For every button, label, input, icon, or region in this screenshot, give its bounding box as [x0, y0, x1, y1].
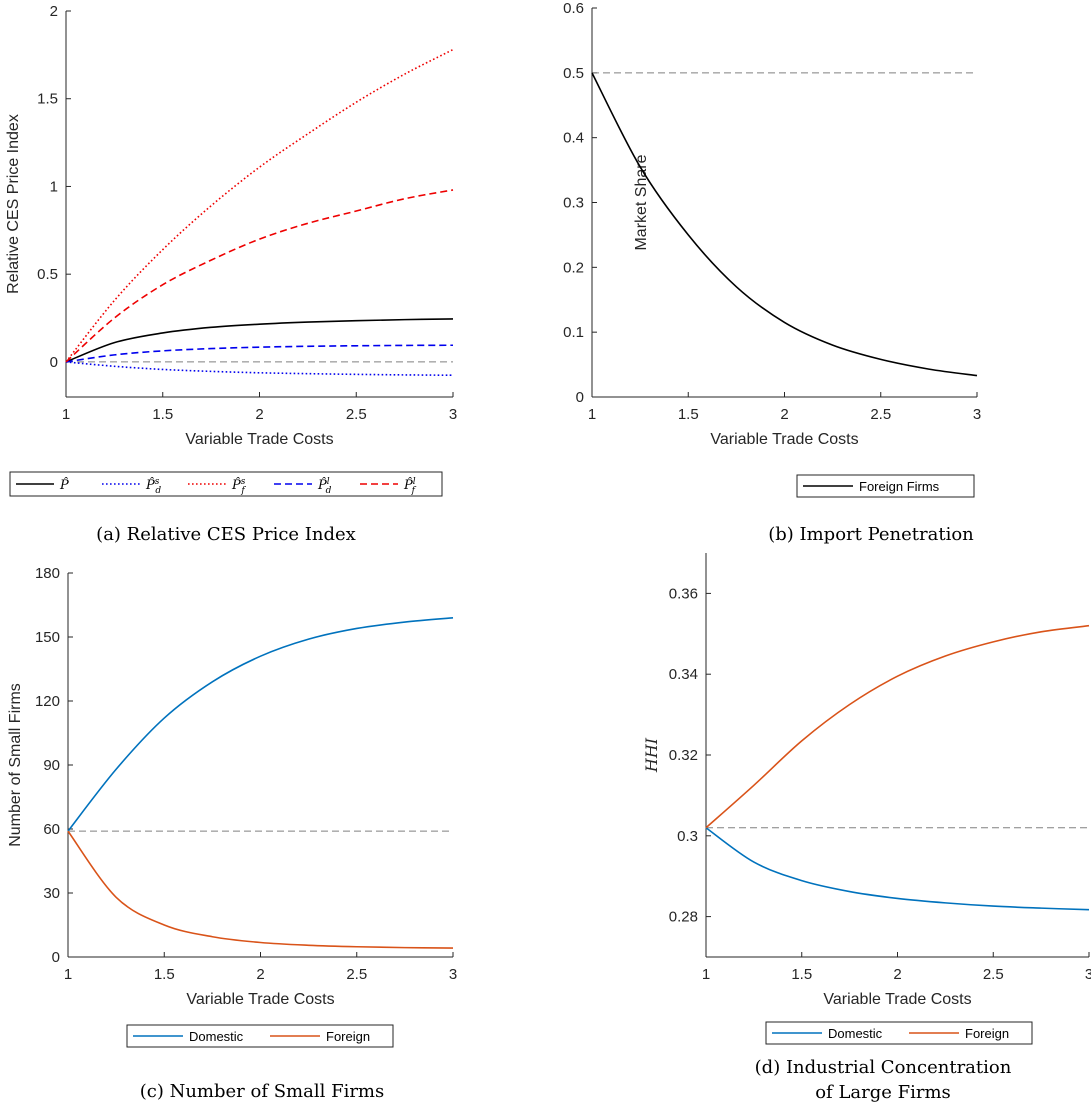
y-tick-label: 0.5 [37, 266, 58, 283]
y-axis-label: Number of Small Firms [7, 683, 24, 847]
x-axis-label: Variable Trade Costs [186, 991, 334, 1008]
x-tick-label: 2 [893, 966, 901, 983]
legend-label: Domestic [189, 1029, 244, 1044]
x-tick-label: 2 [256, 966, 264, 983]
x-tick-label: 1 [588, 406, 596, 423]
legend: Domestic Foreign [765, 1021, 1033, 1045]
y-tick-label: 0.6 [563, 0, 584, 17]
x-tick-label: 1.5 [152, 406, 173, 423]
legend-box [796, 474, 975, 498]
x-tick-label: 1.5 [154, 966, 175, 983]
series-line-domestic [67, 617, 454, 832]
x-tick-label: 1 [702, 966, 710, 983]
y-tick-label: 150 [35, 629, 60, 646]
panel-caption: (b) Import Penetration [768, 524, 974, 545]
legend: Foreign Firms [796, 474, 975, 498]
series-line-foreign [67, 830, 454, 949]
y-tick-label: 1.5 [37, 91, 58, 108]
x-tick-label: 2.5 [346, 406, 367, 423]
x-tick-label: 2.5 [870, 406, 891, 423]
y-tick-label: 0 [576, 389, 584, 406]
legend-label: P̂s d [145, 477, 161, 496]
panel-caption: (d) Industrial Concentration [755, 1057, 1012, 1078]
x-tick-label: 2.5 [983, 966, 1004, 983]
series-line-p-dl [65, 344, 454, 363]
legend-label: P̂s f [231, 477, 246, 496]
panel-caption-line2: of Large Firms [815, 1082, 951, 1103]
panel-caption: (a) Relative CES Price Index [96, 524, 356, 545]
legend-label: P̂l f [403, 477, 417, 496]
y-tick-label: 2 [50, 3, 58, 20]
panel-b-import-penetration: 1 1.5 2 2.5 3 0 0.1 0.2 0.3 0.4 0.5 0.6 Variable Tra… [563, 0, 981, 545]
legend-box [126, 1024, 394, 1048]
x-tick-label: 1 [64, 966, 72, 983]
y-tick-label: 1 [50, 178, 58, 195]
legend-box [9, 471, 443, 497]
x-axis-label: Variable Trade Costs [710, 431, 858, 448]
y-tick-label: 0.3 [677, 828, 698, 845]
legend-label: P̂l d [317, 477, 332, 496]
y-tick-label: 0.34 [669, 666, 698, 683]
x-tick-label: 2.5 [346, 966, 367, 983]
y-tick-label: 0 [50, 354, 58, 371]
panel-d-industrial-concentration: 1 1.5 2 2.5 3 0.28 0.3 0.32 0.34 0.36 Variable Tra… [642, 553, 1091, 1103]
x-tick-label: 1 [62, 406, 70, 423]
x-tick-label: 3 [449, 406, 457, 423]
legend-label: Foreign [326, 1029, 370, 1044]
legend-box [765, 1021, 1033, 1045]
y-tick-label: 0.3 [563, 195, 584, 212]
y-tick-label: 0.4 [563, 130, 584, 147]
x-axis-label: Variable Trade Costs [185, 431, 333, 448]
x-tick-label: 1.5 [791, 966, 812, 983]
y-tick-label: 0 [52, 949, 60, 966]
legend: Domestic Foreign [126, 1024, 394, 1048]
series-line-domestic [705, 827, 1090, 911]
y-tick-label: 0.28 [669, 909, 698, 926]
y-tick-label: 0.32 [669, 747, 698, 764]
series-line-p- [65, 318, 454, 363]
series-line-foreign-firms [591, 72, 978, 377]
x-tick-label: 3 [973, 406, 981, 423]
y-tick-label: 0.36 [669, 585, 698, 602]
legend-label: P̂ [59, 477, 69, 493]
panel-caption: (c) Number of Small Firms [140, 1081, 385, 1102]
series-line-p-fs [65, 48, 454, 363]
legend-label: Domestic [828, 1026, 883, 1041]
y-tick-label: 60 [43, 821, 60, 838]
series-line-p-ds [65, 361, 454, 377]
y-axis-label: HHI [642, 737, 661, 773]
y-tick-label: 90 [43, 757, 60, 774]
legend: P̂ P̂s d P̂s f P̂l d P̂l f [9, 471, 443, 497]
y-tick-label: 30 [43, 885, 60, 902]
y-tick-label: 180 [35, 565, 60, 582]
y-tick-label: 0.5 [563, 65, 584, 82]
x-tick-label: 3 [1085, 966, 1091, 983]
y-tick-label: 0.2 [563, 259, 584, 276]
series-line-p-fl [65, 189, 454, 363]
x-tick-label: 2 [255, 406, 263, 423]
y-tick-label: 0.1 [563, 324, 584, 341]
x-tick-label: 1.5 [678, 406, 699, 423]
y-axis-label: Market Share [633, 154, 650, 250]
x-tick-label: 3 [449, 966, 457, 983]
y-tick-label: 120 [35, 693, 60, 710]
legend-label: Foreign Firms [859, 479, 940, 494]
x-tick-label: 2 [780, 406, 788, 423]
legend-label: Foreign [965, 1026, 1009, 1041]
x-axis-label: Variable Trade Costs [823, 991, 971, 1008]
y-axis-label: Relative CES Price Index [5, 114, 22, 294]
series-line-foreign [705, 624, 1090, 829]
panel-a-relative-ces-price-index: 1 1.5 2 2.5 3 0 0.5 1 1.5 2 Variable Trade Costs Re… [5, 3, 457, 545]
